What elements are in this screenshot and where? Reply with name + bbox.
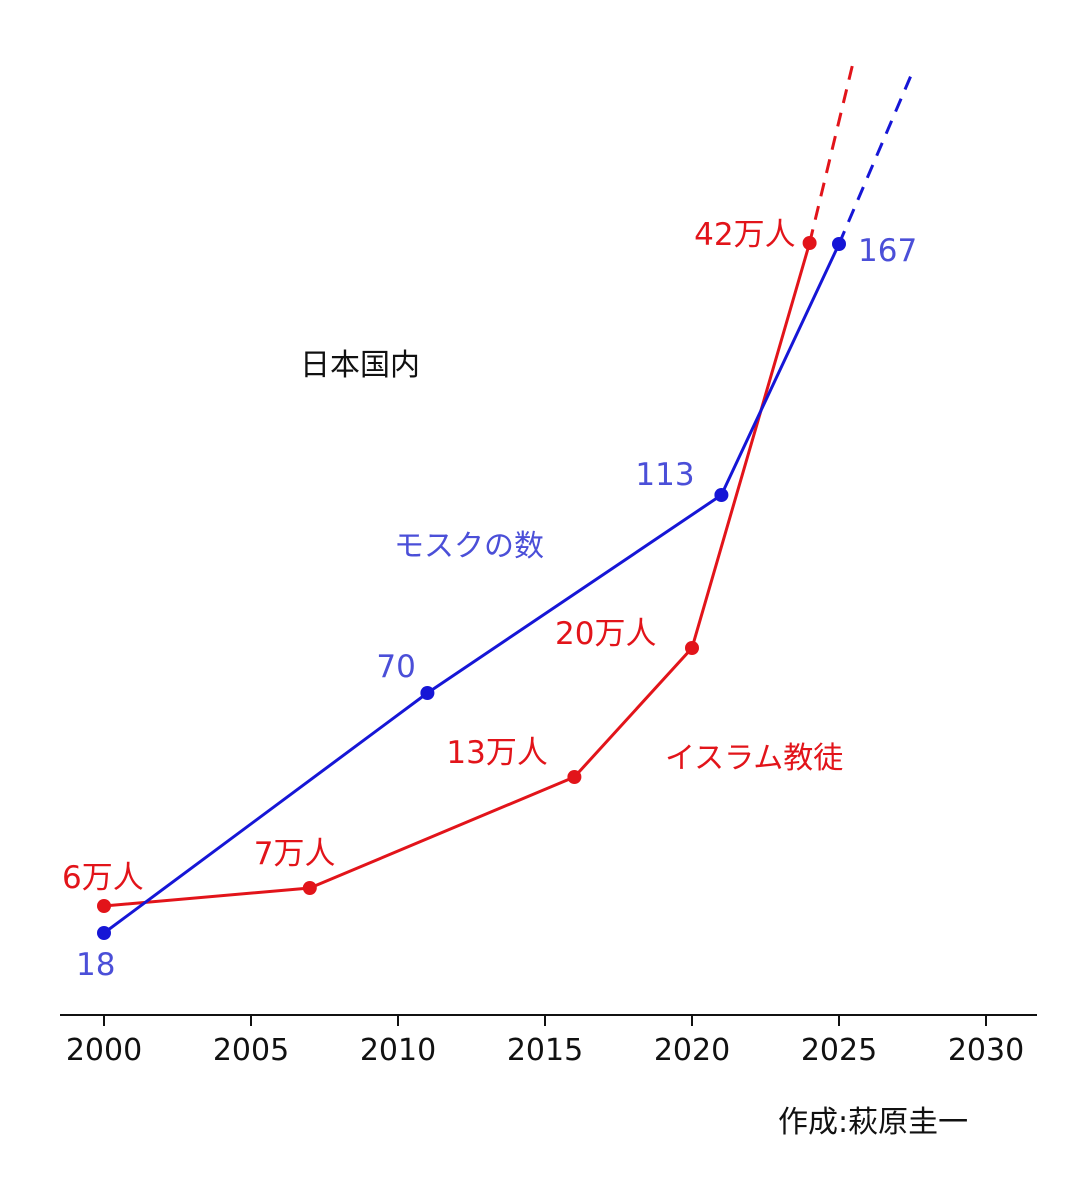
x-tick-label-2025: 2025 [801, 1033, 877, 1068]
series-line-muslims [103, 242, 812, 908]
data-label-mosques-2000: 18 [76, 947, 115, 983]
data-label-mosques-2021: 113 [635, 457, 694, 493]
data-point-mosques-2000 [97, 926, 111, 940]
data-label-mosques-2025: 167 [858, 233, 917, 269]
projection-line-muslims [808, 59, 856, 244]
data-point-muslims-2016 [567, 770, 582, 784]
x-tick-label-2010: 2010 [360, 1033, 436, 1068]
region-label: 日本国内 [300, 348, 420, 383]
data-label-muslims-2024: 42万人 [694, 217, 795, 253]
x-tick-label-2000: 2000 [66, 1033, 142, 1068]
series-label-mosques: モスクの数 [394, 529, 544, 564]
data-label-muslims-2000: 6万人 [62, 860, 144, 896]
data-point-muslims-2000 [97, 899, 111, 913]
x-axis-ticks: 2000 2005 2010 2015 2020 2025 2030 [66, 1015, 1024, 1068]
data-point-muslims-2024 [802, 236, 817, 250]
data-label-muslims-2020: 20万人 [555, 616, 656, 652]
x-tick-label-2005: 2005 [213, 1033, 289, 1068]
data-point-muslims-2007 [302, 881, 317, 895]
data-point-muslims-2020 [685, 641, 699, 655]
x-tick-label-2020: 2020 [654, 1033, 730, 1068]
data-point-mosques-2021 [714, 488, 729, 502]
x-tick-label-2015: 2015 [507, 1033, 583, 1068]
x-tick-label-2030: 2030 [948, 1033, 1024, 1068]
projection-line-mosques [837, 71, 914, 245]
data-label-mosques-2011: 70 [376, 649, 415, 685]
series-lines [103, 59, 914, 935]
credit-text: 作成:萩原圭一 [778, 1105, 968, 1140]
data-point-mosques-2011 [420, 686, 435, 700]
data-label-muslims-2007: 7万人 [254, 836, 336, 872]
data-labels: 6万人 7万人 13万人 20万人 42万人 18 70 113 167 [62, 217, 917, 983]
series-line-mosques [103, 243, 841, 935]
series-points [97, 236, 846, 940]
data-label-muslims-2016: 13万人 [446, 735, 547, 771]
series-label-muslims: イスラム教徒 [665, 741, 843, 776]
data-point-mosques-2025 [832, 237, 846, 251]
